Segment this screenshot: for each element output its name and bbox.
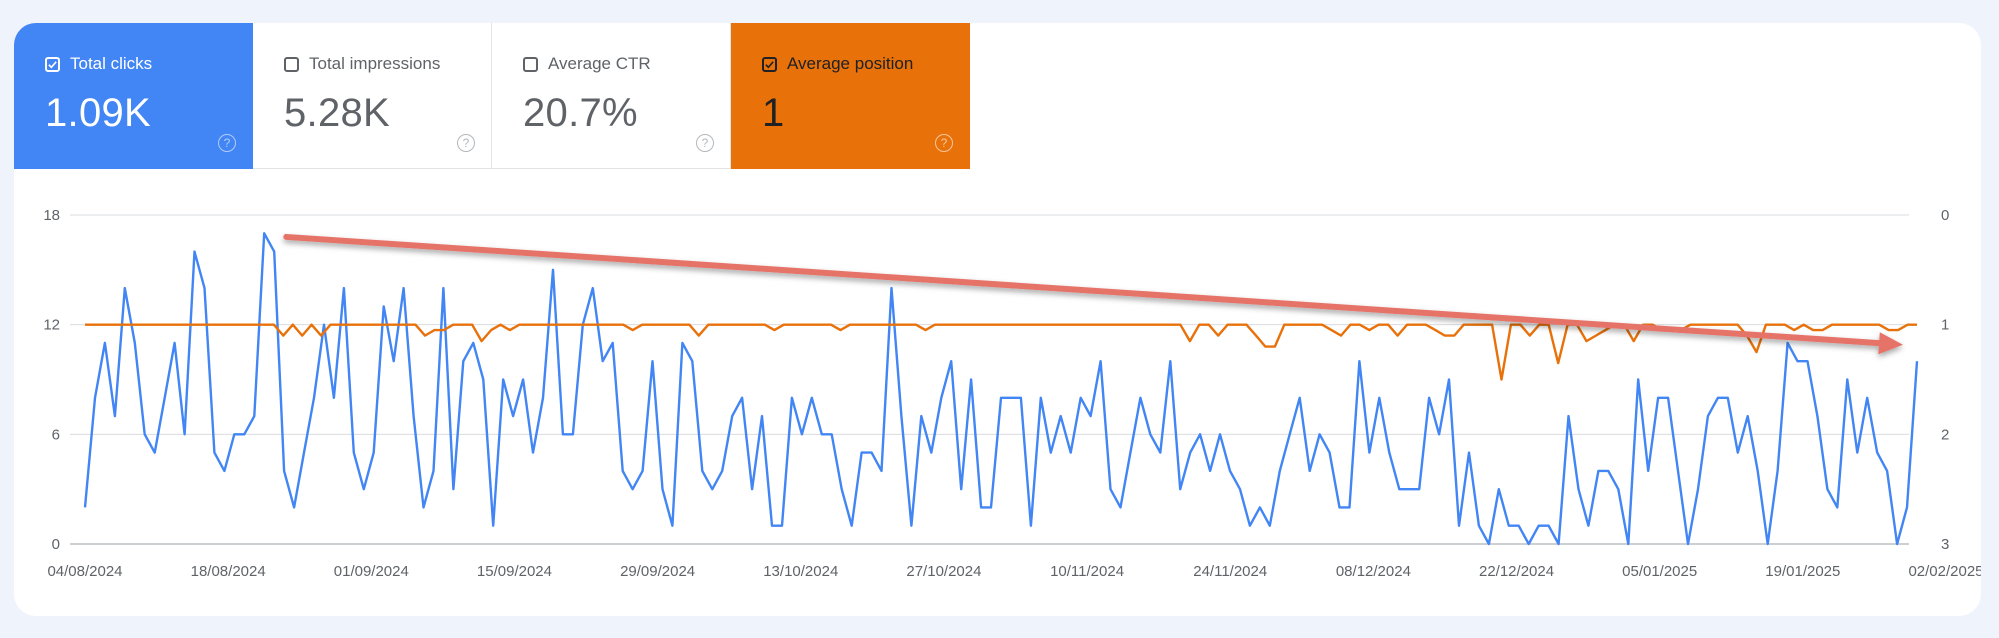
metric-value: 1 [762, 91, 785, 135]
metric-header: Average position [762, 53, 969, 75]
y-left-tick-label: 0 [52, 536, 60, 553]
x-tick-label: 27/10/2024 [906, 563, 981, 580]
series-lines [83, 232, 1919, 546]
x-tick-label: 19/01/2025 [1765, 563, 1840, 580]
checkbox-checked-icon[interactable] [762, 56, 777, 72]
metric-label: Average position [787, 54, 914, 73]
trend-arrow-head [1878, 332, 1903, 355]
x-tick-label: 01/09/2024 [334, 563, 409, 580]
y-right-tick-label: 0 [1941, 207, 1949, 224]
x-tick-label: 04/08/2024 [47, 563, 122, 580]
x-tick-label: 24/11/2024 [1193, 563, 1267, 580]
checkbox-unchecked-icon[interactable] [523, 56, 538, 72]
trend-arrow-annotation [283, 233, 1903, 355]
metric-tile-average-ctr[interactable]: Average CTR 20.7% ? [492, 23, 731, 169]
performance-panel: Total clicks 1.09K ? Total impressions 5… [14, 23, 1981, 616]
metric-header: Total impressions [284, 53, 491, 75]
x-tick-label: 05/01/2025 [1622, 563, 1697, 580]
y-left-tick-label: 12 [43, 317, 60, 334]
x-tick-label: 10/11/2024 [1050, 563, 1124, 580]
metric-tiles: Total clicks 1.09K ? Total impressions 5… [14, 23, 970, 169]
metric-tile-total-clicks[interactable]: Total clicks 1.09K ? [14, 23, 253, 169]
metric-label: Average CTR [548, 54, 651, 73]
metric-header: Average CTR [523, 53, 730, 75]
metric-header: Total clicks [45, 53, 252, 75]
x-tick-label: 15/09/2024 [477, 563, 552, 580]
x-tick-label: 29/09/2024 [620, 563, 695, 580]
checkbox-checked-icon[interactable] [45, 56, 60, 72]
metric-value: 5.28K [284, 91, 391, 135]
y-right-tick-label: 1 [1941, 317, 1949, 334]
help-circle-icon[interactable]: ? [218, 134, 236, 152]
trend-arrow-shaft [283, 233, 1883, 347]
checkbox-unchecked-icon[interactable] [284, 56, 299, 72]
help-circle-icon[interactable]: ? [457, 134, 475, 152]
x-tick-label: 22/12/2024 [1479, 563, 1554, 580]
x-tick-label: 08/12/2024 [1336, 563, 1411, 580]
metric-tile-average-position[interactable]: Average position 1 ? [731, 23, 970, 169]
help-circle-icon[interactable]: ? [696, 134, 714, 152]
y-right-tick-label: 2 [1941, 426, 1949, 443]
y-left-tick-label: 6 [52, 426, 60, 443]
series-line-total-clicks [83, 232, 1919, 546]
metric-value: 1.09K [45, 91, 152, 135]
trend-arrow [283, 233, 1903, 355]
x-tick-label: 02/02/2025 [1908, 563, 1981, 580]
metric-tile-total-impressions[interactable]: Total impressions 5.28K ? [253, 23, 492, 169]
metric-label: Total clicks [70, 54, 153, 73]
x-tick-label: 18/08/2024 [191, 563, 266, 580]
x-tick-label: 13/10/2024 [763, 563, 838, 580]
series-line-average-position [85, 323, 1917, 381]
grid-lines [70, 214, 1909, 545]
help-circle-icon[interactable]: ? [935, 134, 953, 152]
metric-label: Total impressions [309, 54, 441, 73]
y-left-tick-label: 18 [43, 207, 60, 224]
y-right-tick-label: 3 [1941, 536, 1949, 553]
metric-value: 20.7% [523, 91, 638, 135]
